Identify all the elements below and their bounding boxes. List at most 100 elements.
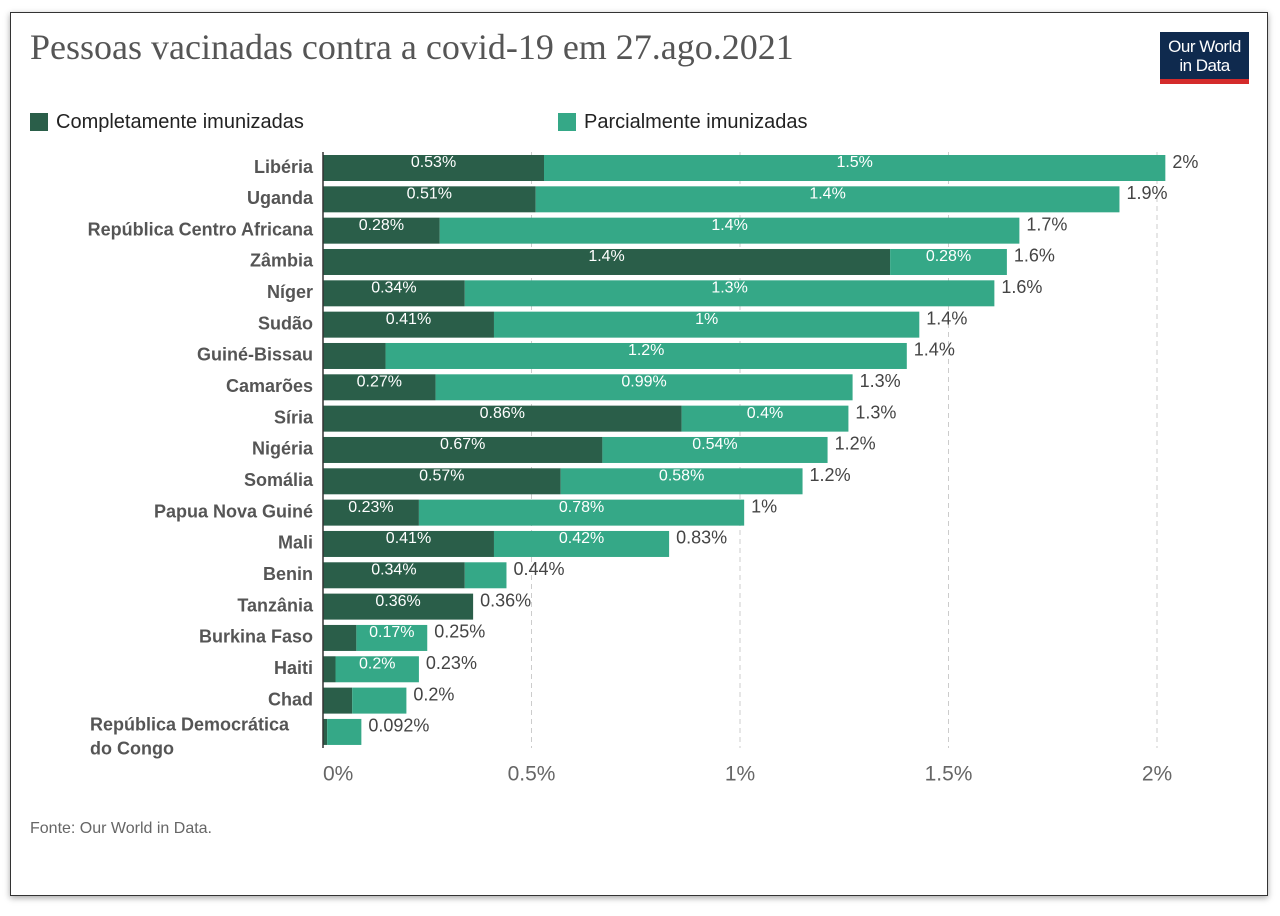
bar-label-partial: 0.2% [359, 655, 395, 672]
bar-label-partial: 0.99% [621, 374, 666, 391]
bar-partial [439, 217, 1020, 244]
category-label: Somália [244, 470, 314, 490]
bar-label-partial: 1.3% [711, 280, 747, 297]
category-label: Síria [274, 407, 314, 427]
bar-fully [323, 405, 682, 432]
bar-total-label: 0.83% [676, 528, 727, 548]
bar-label-fully: 0.34% [371, 280, 416, 297]
bar-label-partial: 1.2% [628, 342, 664, 359]
bar-fully [323, 217, 440, 244]
x-tick-label: 2% [1142, 762, 1172, 785]
category-label: Mali [278, 533, 313, 553]
bar-partial [352, 687, 407, 714]
bar-partial [418, 499, 745, 526]
bar-fully [323, 687, 353, 714]
x-tick-label: 1.5% [925, 762, 973, 785]
category-label: Zâmbia [250, 251, 314, 271]
category-label: Libéria [254, 157, 314, 177]
category-label: República Centro Africana [88, 219, 314, 239]
category-label: do Congo [90, 739, 174, 759]
bar-label-partial: 1.4% [711, 217, 747, 234]
category-label: Papua Nova Guiné [154, 501, 313, 521]
bar-label-fully: 0.57% [419, 468, 464, 485]
legend-label-partial: Parcialmente imunizadas [584, 110, 808, 133]
legend-swatch-fully [30, 113, 48, 131]
bar-fully [323, 311, 494, 338]
category-label: Níger [267, 282, 313, 302]
source-note: Fonte: Our World in Data. [30, 820, 212, 837]
bar-label-fully: 1.4% [588, 248, 624, 265]
bar-fully [323, 342, 386, 369]
bar-fully [323, 468, 561, 495]
bar-fully [323, 374, 436, 401]
bar-fully [323, 718, 328, 745]
bar-total-label: 1.7% [1026, 214, 1067, 234]
bar-total-label: 1.4% [914, 340, 955, 360]
category-label: Chad [268, 689, 313, 709]
bar-partial [493, 311, 920, 338]
bar-total-label: 0.25% [434, 622, 485, 642]
category-label: Sudão [258, 313, 313, 333]
bar-label-partial: 0.78% [559, 499, 604, 516]
bar-fully [323, 624, 357, 651]
bar-label-partial: 1.4% [809, 186, 845, 203]
bar-partial [560, 468, 803, 495]
bar-fully [323, 593, 474, 620]
bar-label-fully: 0.67% [440, 436, 485, 453]
logo-line-1: Our World [1168, 37, 1241, 56]
bar-fully [323, 530, 494, 557]
bar-partial [335, 656, 419, 683]
category-label: República Democrática [90, 715, 290, 735]
bar-total-label: 1.2% [835, 434, 876, 454]
x-tick-label: 0% [323, 762, 353, 785]
legend-item-fully[interactable]: Completamente imunizadas [30, 110, 304, 134]
bar-label-fully: 0.27% [357, 374, 402, 391]
bar-total-label: 1.9% [1126, 183, 1167, 203]
bar-fully [323, 186, 536, 213]
bar-partial [356, 624, 428, 651]
bar-label-partial: 1.5% [836, 154, 872, 171]
category-label: Camarões [226, 376, 313, 396]
bar-total-label: 2% [1172, 152, 1198, 172]
bar-total-label: 1.2% [810, 465, 851, 485]
category-label: Nigéria [252, 439, 314, 459]
x-tick-label: 1% [725, 762, 755, 785]
bar-partial [535, 186, 1120, 213]
bar-fully [323, 436, 603, 463]
category-label: Burkina Faso [199, 627, 313, 647]
legend-swatch-partial [558, 113, 576, 131]
bar-fully [323, 155, 545, 181]
category-label: Tanzânia [237, 595, 314, 615]
bar-partial [493, 530, 670, 557]
bar-label-partial: 0.4% [747, 405, 783, 422]
legend-item-partial[interactable]: Parcialmente imunizadas [558, 110, 807, 134]
bar-label-partial: 0.28% [926, 248, 971, 265]
bar-partial [464, 562, 507, 589]
bar-label-fully: 0.36% [375, 593, 420, 610]
bar-total-label: 1.6% [1001, 277, 1042, 297]
bar-label-fully: 0.23% [348, 499, 393, 516]
bar-fully [323, 499, 419, 526]
bar-label-partial: 1% [695, 311, 718, 328]
bar-partial [681, 405, 849, 432]
x-tick-label: 0.5% [508, 762, 556, 785]
bar-partial [385, 342, 907, 369]
bar-partial [544, 155, 1166, 181]
bar-label-partial: 0.58% [659, 468, 704, 485]
bar-label-partial: 0.54% [692, 436, 737, 453]
bar-fully [323, 656, 336, 683]
owid-logo[interactable]: Our World in Data [1160, 32, 1249, 84]
logo-line-2: in Data [1179, 56, 1230, 75]
bar-total-label: 0.092% [368, 716, 429, 736]
bar-label-partial: 0.17% [369, 624, 414, 641]
category-label: Haiti [274, 658, 313, 678]
bar-total-label: 1.3% [855, 402, 896, 422]
bar-partial [464, 280, 995, 307]
bar-partial [435, 374, 853, 401]
bar-label-fully: 0.86% [480, 405, 525, 422]
bar-total-label: 1.3% [860, 371, 901, 391]
bar-label-fully: 0.34% [371, 562, 416, 579]
bar-total-label: 1% [751, 496, 777, 516]
category-label: Benin [263, 564, 313, 584]
bar-label-partial: 0.42% [559, 530, 604, 547]
